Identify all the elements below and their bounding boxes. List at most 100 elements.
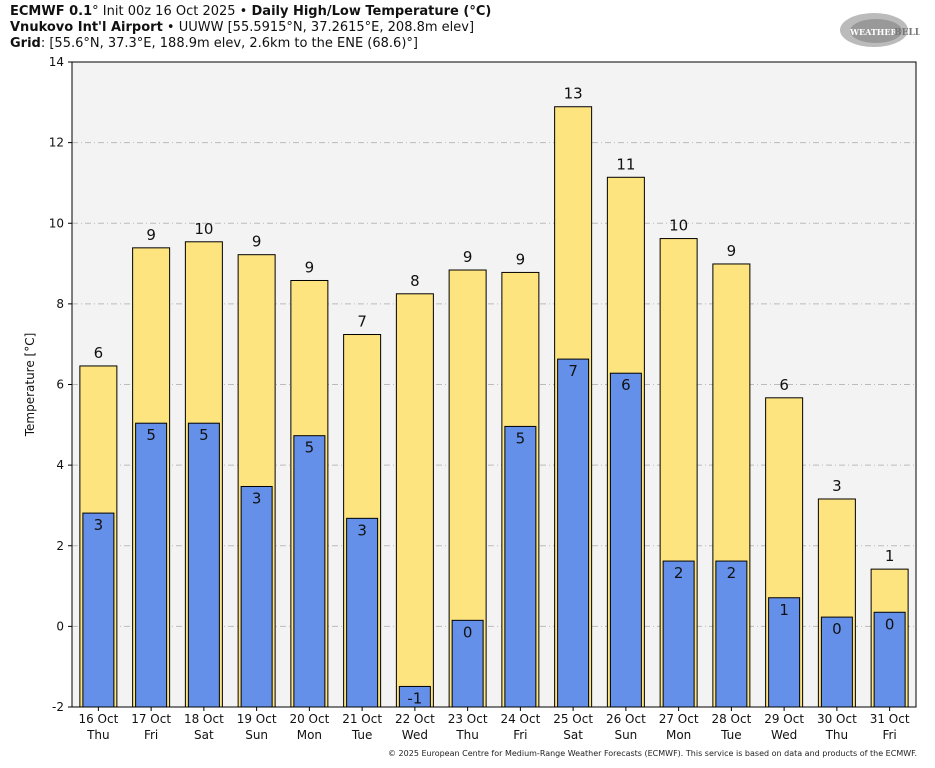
- low-bar: [504, 425, 537, 708]
- init-time: ° Init 00z 16 Oct 2025 •: [92, 4, 252, 19]
- low-label: 5: [199, 426, 209, 444]
- weatherbell-logo: WEATHER BELL: [840, 13, 920, 47]
- x-tick-label: 21 Oct: [342, 712, 382, 726]
- low-label: 5: [516, 429, 526, 447]
- x-weekday-label: Tue: [351, 728, 373, 742]
- x-tick-label: 17 Oct: [131, 712, 171, 726]
- high-label: 9: [727, 242, 737, 260]
- grid-info: : [55.6°N, 37.3°E, 188.9m elev, 2.6km to…: [40, 36, 418, 51]
- low-label: 5: [146, 426, 156, 444]
- y-tick-label: 14: [49, 55, 64, 69]
- x-weekday-label: Mon: [666, 728, 691, 742]
- low-bar: [240, 485, 273, 708]
- low-label: 0: [463, 623, 473, 641]
- x-tick-label: 19 Oct: [237, 712, 277, 726]
- y-tick-label: 12: [49, 136, 64, 150]
- x-tick-label: 27 Oct: [659, 712, 699, 726]
- y-tick-label: 2: [56, 539, 64, 553]
- low-bar: [768, 597, 801, 708]
- x-weekday-label: Fri: [144, 728, 158, 742]
- copyright-footer: © 2025 European Centre for Medium-Range …: [388, 749, 917, 758]
- low-bar: [135, 422, 168, 708]
- high-label: 1: [885, 547, 895, 565]
- high-bar: [395, 293, 434, 708]
- x-weekday-label: Sun: [245, 728, 268, 742]
- y-tick-label: 10: [49, 216, 64, 230]
- x-tick-label: 29 Oct: [764, 712, 804, 726]
- high-label: 11: [616, 155, 635, 173]
- high-label: 9: [146, 226, 156, 244]
- low-bar: [187, 422, 220, 708]
- x-weekday-label: Tue: [720, 728, 742, 742]
- grid-label: Grid: [10, 36, 41, 51]
- x-tick-label: 22 Oct: [395, 712, 435, 726]
- low-label: 7: [568, 362, 578, 380]
- low-label: 1: [779, 601, 789, 619]
- x-tick-label: 25 Oct: [553, 712, 593, 726]
- y-tick-label: -2: [52, 700, 64, 714]
- x-weekday-label: Thu: [825, 728, 849, 742]
- high-label: 7: [357, 313, 367, 331]
- x-weekday-label: Sat: [194, 728, 214, 742]
- x-tick-label: 16 Oct: [78, 712, 118, 726]
- y-tick-label: 4: [56, 458, 64, 472]
- svg-text:WEATHER: WEATHER: [849, 27, 897, 37]
- station-info: • UUWW [55.5915°N, 37.2615°E, 208.8m ele…: [162, 20, 475, 35]
- high-label: 6: [779, 376, 789, 394]
- x-weekday-label: Thu: [86, 728, 110, 742]
- y-axis-label: Temperature [°C]: [23, 333, 37, 438]
- low-bar: [609, 372, 642, 708]
- model-name: ECMWF 0.1: [10, 4, 93, 19]
- low-label: 2: [727, 564, 737, 582]
- x-tick-label: 28 Oct: [711, 712, 751, 726]
- high-label: 9: [305, 258, 315, 276]
- low-bar: [293, 435, 326, 708]
- x-weekday-label: Wed: [771, 728, 797, 742]
- y-tick-label: 6: [56, 378, 64, 392]
- x-tick-label: 18 Oct: [184, 712, 224, 726]
- svg-text:BELL: BELL: [894, 28, 920, 38]
- low-bar: [346, 517, 379, 708]
- low-label: 0: [885, 615, 895, 633]
- x-tick-label: 20 Oct: [289, 712, 329, 726]
- low-label: 3: [252, 489, 262, 507]
- x-weekday-label: Sun: [614, 728, 637, 742]
- low-label: 3: [357, 521, 367, 539]
- x-weekday-label: Thu: [455, 728, 479, 742]
- low-bar: [662, 560, 695, 708]
- plot-frame: [71, 61, 917, 708]
- low-label: 3: [94, 516, 104, 534]
- x-tick-label: 30 Oct: [817, 712, 857, 726]
- x-tick-label: 31 Oct: [870, 712, 910, 726]
- x-weekday-label: Sat: [563, 728, 583, 742]
- station-name: Vnukovo Int'l Airport: [10, 20, 163, 35]
- high-label: 8: [410, 272, 420, 290]
- y-tick-label: 0: [56, 619, 64, 633]
- high-label: 6: [94, 344, 104, 362]
- chart-header: ECMWF 0.1° Init 00z 16 Oct 2025 • Daily …: [10, 4, 491, 52]
- high-label: 13: [564, 85, 583, 103]
- low-bar: [715, 560, 748, 708]
- low-label: 2: [674, 564, 684, 582]
- low-bar: [557, 358, 590, 708]
- low-bar: [820, 616, 853, 708]
- high-label: 9: [516, 250, 526, 268]
- low-label: 0: [832, 620, 842, 638]
- high-label: 3: [832, 477, 842, 495]
- x-weekday-label: Fri: [882, 728, 896, 742]
- x-tick-label: 26 Oct: [606, 712, 646, 726]
- x-weekday-label: Fri: [513, 728, 527, 742]
- y-tick-label: 8: [56, 297, 64, 311]
- chart-title: Daily High/Low Temperature (°C): [251, 4, 492, 19]
- low-label: 6: [621, 376, 631, 394]
- high-label: 9: [252, 233, 262, 251]
- low-label: -1: [407, 689, 422, 707]
- x-tick-label: 23 Oct: [448, 712, 488, 726]
- x-tick-label: 24 Oct: [500, 712, 540, 726]
- x-weekday-label: Wed: [402, 728, 428, 742]
- low-bar: [82, 512, 115, 708]
- high-label: 10: [669, 217, 688, 235]
- high-label: 9: [463, 248, 473, 266]
- low-label: 5: [305, 439, 315, 457]
